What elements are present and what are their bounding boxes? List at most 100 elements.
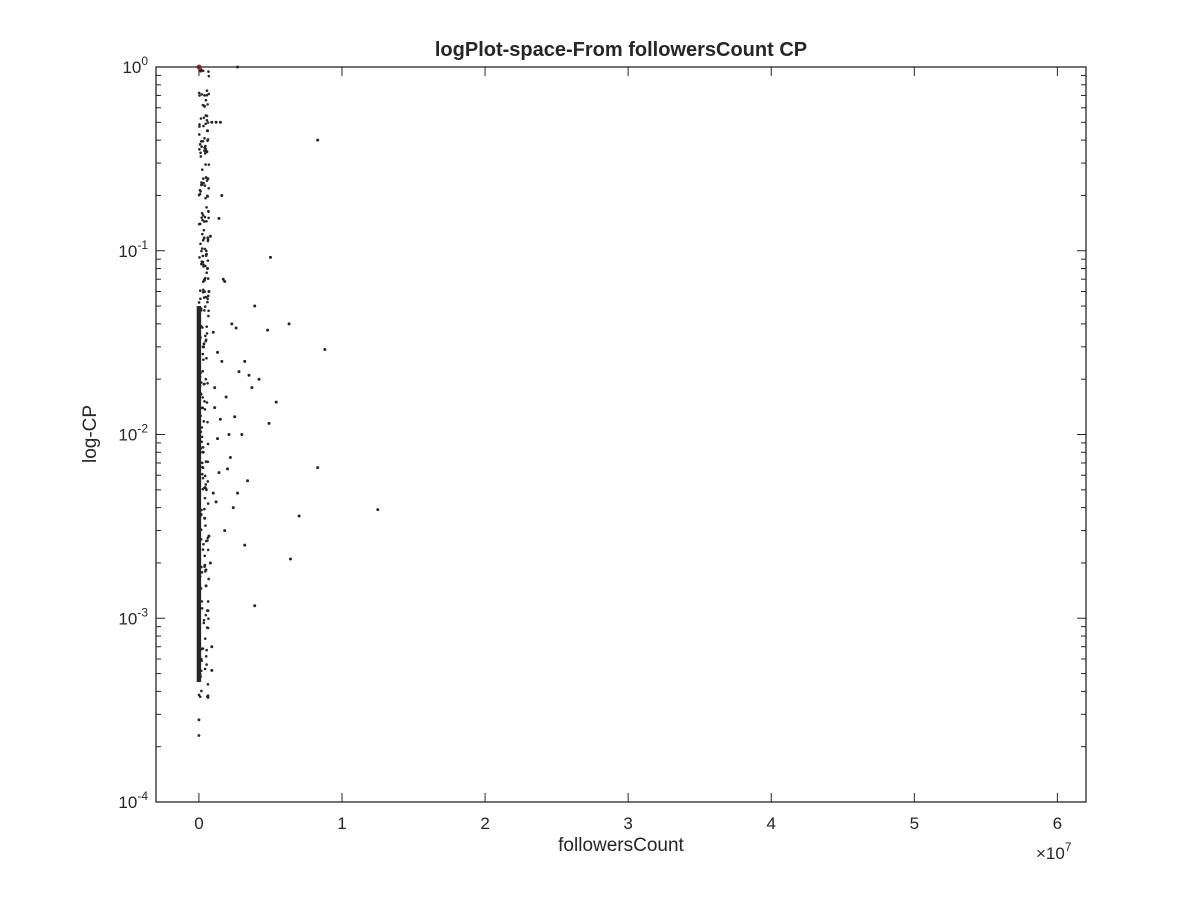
- scatter-point: [214, 500, 218, 504]
- scatter-point: [246, 479, 250, 483]
- bulk-point: [197, 648, 201, 651]
- bulk-point: [199, 117, 203, 120]
- scatter-point: [201, 450, 205, 454]
- bulk-point: [206, 239, 210, 243]
- bulk-point: [199, 69, 203, 73]
- y-tick-label: 100: [122, 54, 148, 77]
- bulk-point: [200, 232, 204, 236]
- scatter-point: [250, 386, 254, 390]
- scatter-points: [201, 65, 380, 672]
- scatter-point: [288, 557, 292, 561]
- scatter-point: [247, 373, 251, 377]
- bulk-point: [201, 218, 204, 222]
- bulk-point: [206, 237, 210, 241]
- bulk-point: [206, 480, 210, 483]
- scatter-point: [210, 645, 214, 649]
- bulk-point: [206, 300, 209, 304]
- bulk-point: [206, 600, 210, 603]
- bulk-point: [203, 408, 207, 411]
- bulk-point: [199, 151, 202, 155]
- bulk-point: [201, 177, 205, 180]
- bulk-point: [201, 352, 205, 356]
- bulk-point: [203, 400, 206, 403]
- bulk-point: [205, 118, 209, 122]
- bulk-point: [204, 613, 208, 617]
- bulk-point: [200, 426, 204, 429]
- bulk-point: [198, 617, 201, 620]
- scatter-point: [218, 417, 222, 421]
- scatter-point: [236, 491, 240, 495]
- bulk-point: [202, 181, 205, 185]
- bulk-point: [199, 675, 202, 678]
- bulk-point: [206, 139, 209, 142]
- x-tick-label: 4: [766, 814, 775, 833]
- scatter-point: [287, 322, 291, 326]
- scatter-point: [210, 120, 214, 124]
- bulk-point: [202, 116, 206, 120]
- scatter-point: [201, 345, 205, 349]
- x-tick-label: 3: [623, 814, 632, 833]
- bulk-point: [204, 122, 208, 126]
- bulk-point: [203, 486, 207, 489]
- bulk-point: [199, 528, 203, 531]
- bulk-point: [203, 507, 206, 511]
- bulk-point: [207, 187, 210, 190]
- scatter-point: [220, 193, 224, 197]
- scatter-point: [316, 466, 320, 470]
- y-tick-exponent: -2: [137, 422, 148, 436]
- y-tick-exponent: -3: [137, 605, 148, 619]
- bulk-point: [200, 689, 203, 693]
- plot-area: [156, 67, 1086, 802]
- x-multiplier-exponent: 7: [1065, 840, 1072, 854]
- y-axis-label: log-CP: [80, 405, 101, 463]
- bulk-point: [204, 98, 208, 102]
- scatter-point: [243, 359, 247, 363]
- bulk-point: [205, 219, 208, 223]
- scatter-point: [217, 471, 221, 475]
- x-tick-label: 0: [194, 814, 203, 833]
- bulk-point: [206, 626, 210, 630]
- scatter-point: [206, 267, 210, 271]
- bulk-point: [200, 181, 203, 184]
- bulk-point: [202, 237, 206, 240]
- bulk-point: [203, 305, 207, 308]
- bulk-point: [202, 124, 205, 128]
- bulk-point: [200, 168, 204, 171]
- bulk-point: [203, 104, 206, 108]
- scatter-point: [234, 326, 238, 330]
- bulk-point: [204, 377, 208, 381]
- x-axis-label: followersCount: [558, 835, 684, 856]
- bulk-point: [203, 220, 206, 223]
- scatter-point: [240, 433, 244, 436]
- bulk-point: [201, 139, 205, 143]
- y-tick-base: 10: [122, 58, 141, 77]
- bulk-point: [198, 575, 202, 578]
- bulk-point: [200, 93, 203, 96]
- x-tick-label: 2: [480, 814, 489, 833]
- bulk-point: [199, 336, 202, 339]
- bulk-point: [202, 296, 206, 299]
- bulk-point: [202, 621, 206, 625]
- bulk-point: [204, 196, 207, 200]
- bulk-point: [205, 325, 209, 328]
- y-tick-base: 10: [118, 242, 137, 261]
- bulk-point: [201, 288, 205, 292]
- bulk-point: [203, 94, 206, 97]
- bulk-point: [205, 271, 208, 275]
- bulk-point: [203, 309, 206, 312]
- y-tick-label: 10-4: [118, 789, 148, 812]
- scatter-point: [207, 290, 211, 294]
- bulk-point: [199, 242, 202, 246]
- bulk-point: [205, 179, 209, 182]
- bulk-point: [203, 334, 207, 338]
- bulk-point: [204, 524, 207, 527]
- bulk-point: [203, 667, 207, 671]
- bulk-point: [205, 401, 209, 404]
- scatter-point: [266, 328, 270, 332]
- scatter-point: [253, 604, 257, 608]
- bulk-point: [203, 496, 207, 500]
- bulk-point: [204, 114, 208, 117]
- bulk-point: [205, 93, 209, 97]
- scatter-point: [323, 348, 327, 352]
